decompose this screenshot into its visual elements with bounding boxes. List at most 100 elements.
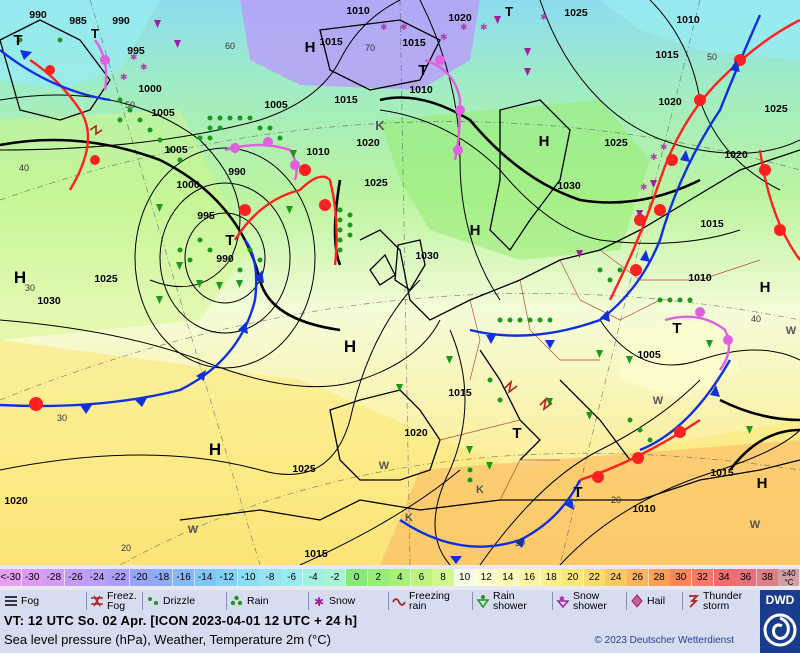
legend-separator [682,592,683,610]
isobar-label: 990 [228,166,246,178]
scale-cell: 12 [475,569,498,586]
isobar-label: 1005 [637,349,661,361]
svg-text:✱: ✱ [120,72,128,82]
pressure-center-label: H [760,279,771,296]
isobar-label: 995 [127,45,145,57]
pressure-center-label: W [379,460,390,472]
pressure-center-label: H [305,39,316,56]
pressure-labels: 990 985 990 995 1000 1005 1005 1000 995 990 990 100… [4,5,788,560]
scale-cell: -26 [64,569,87,586]
svg-text:✱: ✱ [130,52,138,62]
freezing-fog-icon [90,594,104,608]
dwd-logo: DWD [760,590,800,653]
isotherm-label: 20 [121,543,131,553]
legend-label: Freez. Fog [107,590,137,612]
scale-cell: 8 [432,569,455,586]
isobar-label: 1015 [655,49,679,61]
legend-separator [626,592,627,610]
isobar-label: 1025 [764,103,788,115]
scale-cell: 32 [691,569,714,586]
scale-cell: -30 [21,569,44,586]
rain-shower-icon [476,594,490,609]
pressure-centers: H H H H H H H H T T T T T T T T K K K W W W W W [13,4,796,536]
isobar-label: 1025 [94,273,118,285]
isobar-label: 1010 [632,503,656,515]
pressure-center-label: H [14,268,26,287]
isobar-label: 990 [29,9,47,21]
map-subtitle: Sea level pressure (hPa), Weather, Tempe… [4,632,331,647]
svg-text:✱: ✱ [314,595,324,608]
scale-cell: -20 [129,569,152,586]
pressure-center-label: H [209,440,221,459]
isotherm-label: 40 [751,314,761,324]
pressure-center-label: T [13,32,22,49]
legend-item-snow: ✱ Snow [312,590,355,612]
isobar-label: 1010 [409,84,433,96]
isobar-label: 1010 [676,14,700,26]
scale-cell: -22 [108,569,131,586]
svg-text:✱: ✱ [640,182,648,192]
isobar-label: 1020 [4,495,28,507]
isotherm-label: 60 [225,41,235,51]
snow-shower-icon: ✱ [556,594,570,609]
scale-cell: -28 [43,569,66,586]
valid-time-label: VT: 12 UTC So. 02 Apr. [ICON 2023-04-01 … [4,613,358,628]
scale-cell: -2 [324,569,347,586]
isobar-label: 1030 [415,250,439,262]
isotherm-label: 50 [125,100,135,110]
legend-label: Drizzle [163,595,196,607]
legend-item-freezing-fog: Freez. Fog [90,590,137,612]
isobar-label: 990 [112,15,130,27]
pressure-center-label: T [672,320,681,337]
legend-separator [86,592,87,610]
weather-legend: Fog Freez. Fog Drizzle Rain ✱ Snow Freezing ra… [0,590,760,612]
isotherm-label: 30 [515,538,525,548]
pressure-center-label: T [91,26,99,41]
hail-icon [630,594,644,608]
scale-cell: 2 [367,569,390,586]
legend-label: Snow shower [573,590,607,612]
info-panel: VT: 12 UTC So. 02 Apr. [ICON 2023-04-01 … [0,612,760,653]
legend-label: Freezing rain [409,590,450,612]
scale-cell: 36 [735,569,758,586]
isobar-label: 995 [197,210,215,222]
svg-text:✱: ✱ [660,142,668,152]
scale-cell: 38 [756,569,779,586]
scale-cell: -16 [172,569,196,586]
legend-label: Rain [247,595,269,607]
scale-cell: 10 [454,569,477,586]
isobar-label: 985 [69,15,87,27]
scale-cell: 28 [648,569,671,586]
isobar-label: 1015 [402,37,426,49]
scale-cell: -18 [151,569,174,586]
scale-cell: <-30 [0,569,23,586]
pressure-center-label: W [653,395,664,407]
scale-cell: 16 [518,569,542,586]
isobar-label: 1005 [151,107,175,119]
scale-cell: 30 [670,569,693,586]
scale-cell: 24 [605,569,628,586]
isobar-label: 1005 [164,144,188,156]
scale-cell: -24 [86,569,109,586]
isobar-label: 990 [216,253,234,265]
scale-cell: 22 [583,569,606,586]
svg-text:✱: ✱ [650,152,658,162]
pressure-center-label: T [505,4,513,19]
isobar-label: 1005 [264,99,288,111]
isobar-label: 1020 [356,137,380,149]
legend-item-freezing-rain: Freezing rain [392,590,450,612]
isotherm-label: 70 [365,43,375,53]
svg-text:✱: ✱ [140,62,148,72]
legend-item-rain: Rain [230,590,269,612]
isobar-label: 1025 [292,463,316,475]
scale-cell: -10 [237,569,260,586]
dwd-logo-text: DWD [765,593,795,607]
pressure-center-label: K [405,512,413,524]
isobar-label: 1020 [404,427,428,439]
isobar-label: 1015 [334,94,358,106]
isobar-label: 1015 [319,36,343,48]
scale-cell: 26 [627,569,650,586]
svg-text:✱: ✱ [440,32,448,42]
legend-separator [142,592,143,610]
